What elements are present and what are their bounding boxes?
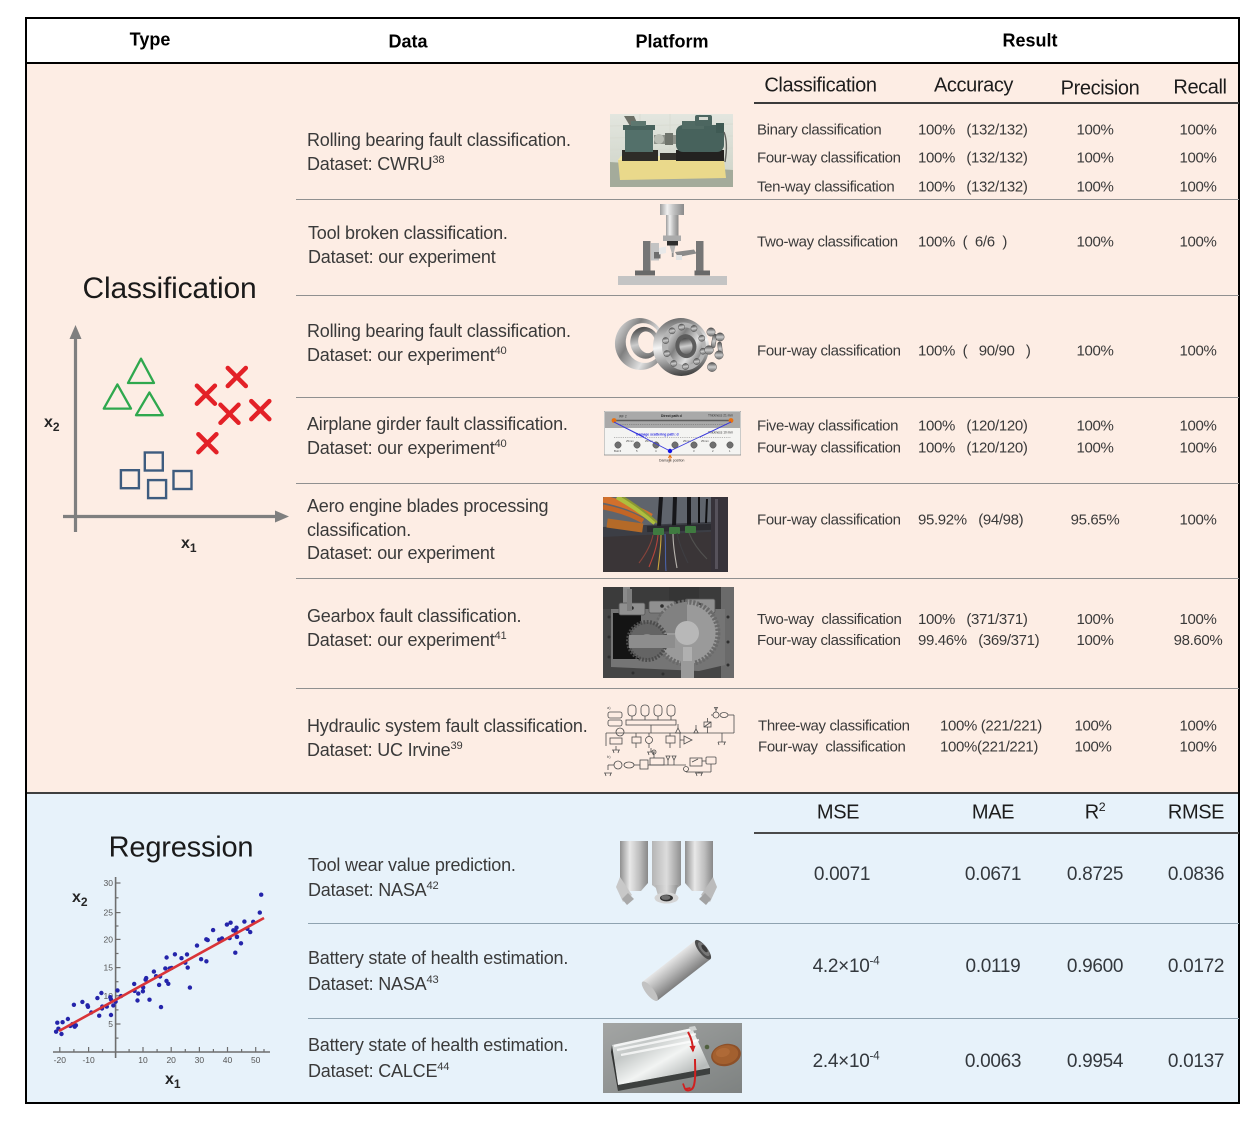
svg-text:x2: x2 [72,889,88,909]
svg-text:1: 1 [729,449,731,453]
svg-text:5: 5 [108,1019,113,1029]
svg-text:2: 2 [712,449,714,453]
svg-text:25: 25 [104,908,114,918]
svg-text:a): a) [607,705,611,710]
svg-text:20: 20 [166,1055,176,1065]
svg-text:Damage scattering path: d: Damage scattering path: d [636,433,679,437]
svg-text:3: 3 [693,449,695,453]
svg-text:x1: x1 [181,535,197,555]
svg-text:10: 10 [138,1055,148,1065]
svg-text:-10: -10 [82,1055,95,1065]
svg-text:25mm: 25mm [645,439,653,443]
svg-text:Thickness 10 mm: Thickness 10 mm [708,431,733,435]
svg-text:b): b) [607,754,611,759]
svg-text:20: 20 [104,934,114,944]
svg-text:Direct path d: Direct path d [661,414,682,418]
svg-text:15: 15 [104,963,114,973]
svg-text:Thickness 21 mm: Thickness 21 mm [708,414,733,418]
svg-text:10: 10 [104,991,114,1001]
svg-text:-20: -20 [54,1055,67,1065]
svg-text:25mm: 25mm [626,439,634,443]
svg-text:5: 5 [636,449,638,453]
svg-text:25mm: 25mm [701,439,709,443]
svg-text:30: 30 [195,1055,205,1065]
svg-text:WF 2: WF 2 [619,415,627,419]
svg-text:x1: x1 [165,1071,181,1090]
svg-text:25mm: 25mm [683,439,691,443]
svg-text:50: 50 [251,1055,261,1065]
svg-text:Bolt 6: Bolt 6 [614,449,622,453]
svg-text:x2: x2 [44,414,60,434]
svg-text:Damage position: Damage position [659,459,685,463]
svg-text:30: 30 [104,878,114,888]
svg-text:40: 40 [223,1055,233,1065]
svg-text:4: 4 [655,449,657,453]
